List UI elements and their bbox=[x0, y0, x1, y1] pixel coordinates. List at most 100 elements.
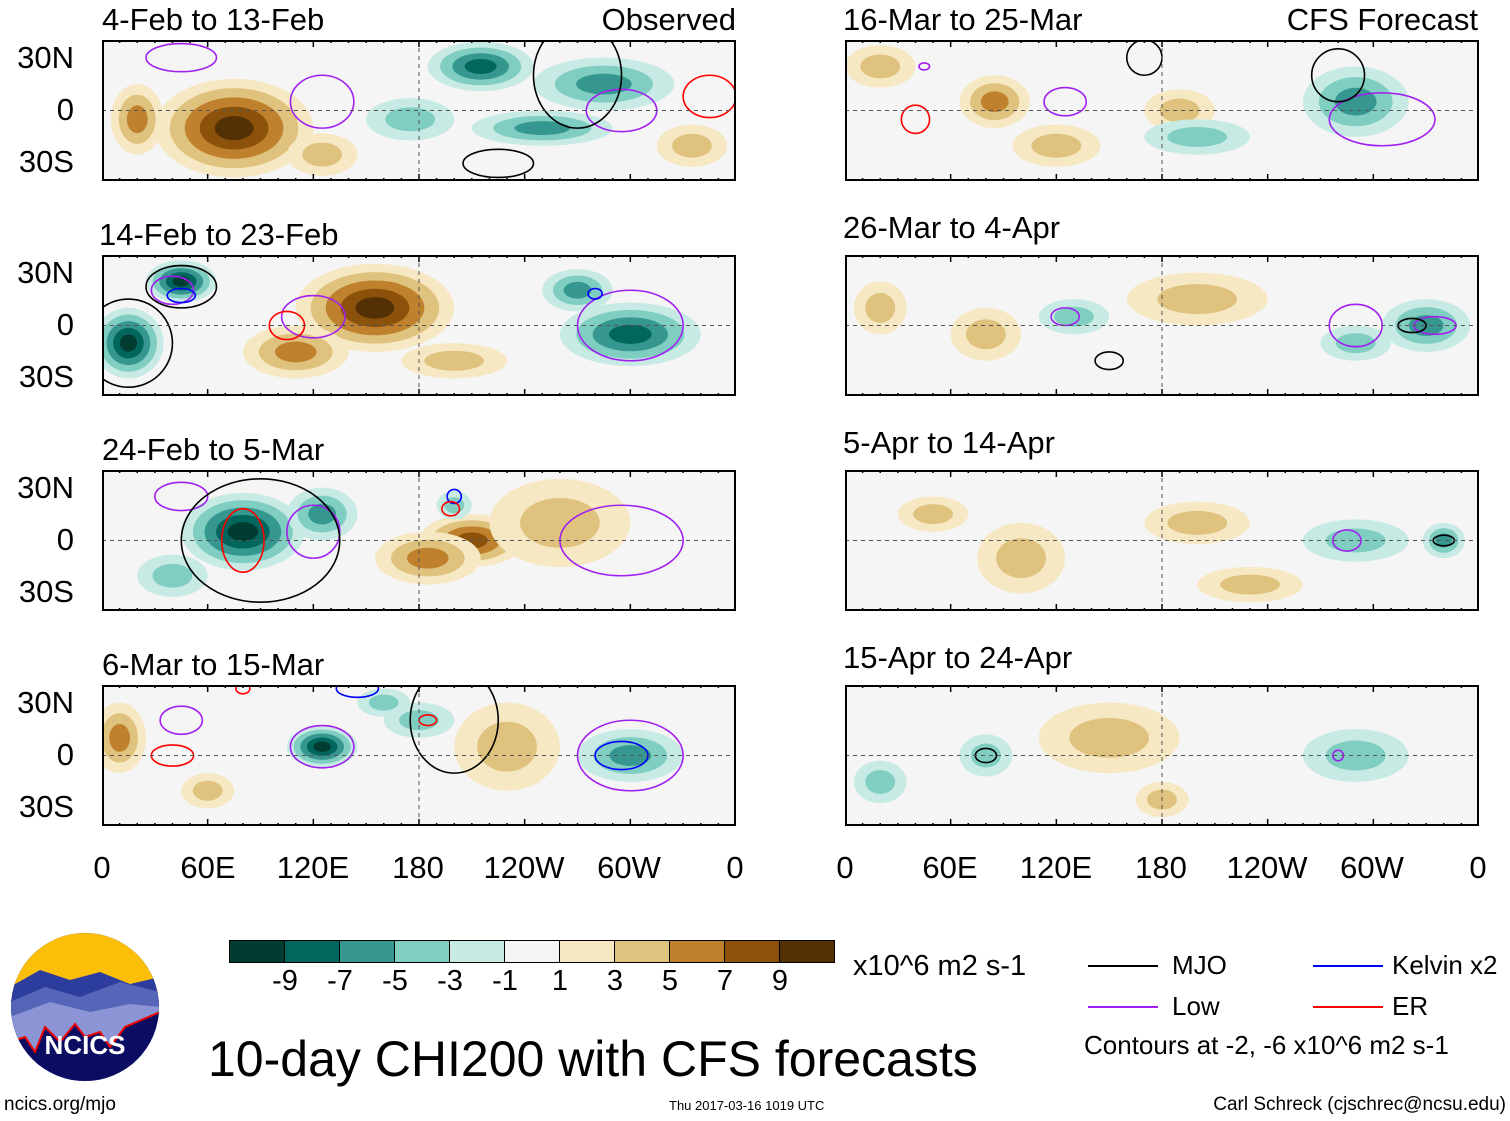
y-tick-label: 30S bbox=[18, 789, 74, 824]
colorbar-swatch bbox=[560, 941, 615, 962]
anomaly-contour-fill bbox=[152, 563, 193, 588]
legend-line-low bbox=[1088, 1006, 1158, 1008]
map-panel bbox=[845, 40, 1479, 181]
footer-url[interactable]: ncics.org/mjo bbox=[4, 1094, 116, 1115]
anomaly-contour-fill bbox=[1069, 717, 1149, 758]
contour-mjo bbox=[145, 264, 218, 309]
anomaly-contour-fill bbox=[1325, 740, 1386, 771]
anomaly-contour-fill bbox=[126, 105, 148, 134]
anomaly-contour-fill bbox=[672, 133, 712, 158]
anomaly-contour-fill bbox=[520, 497, 600, 548]
anomaly-contour-fill bbox=[477, 721, 537, 772]
anomaly-contour-fill bbox=[563, 281, 592, 299]
panel-frame bbox=[102, 685, 736, 826]
y-tick-label: 0 bbox=[56, 522, 74, 557]
x-tick-label: 60E bbox=[922, 850, 978, 885]
anomaly-contour-fill bbox=[355, 297, 395, 319]
anomaly-contour-fill bbox=[609, 324, 652, 344]
panel-title: 4-Feb to 13-Feb bbox=[102, 2, 325, 37]
contour-low bbox=[1050, 307, 1081, 327]
y-tick-label: 30S bbox=[18, 574, 74, 609]
y-tick-label: 30N bbox=[17, 470, 74, 505]
x-tick-label: 120W bbox=[1226, 850, 1308, 885]
anomaly-contour-fill bbox=[865, 769, 896, 794]
contour-mjo bbox=[1310, 48, 1366, 103]
anomaly-contour-fill bbox=[406, 547, 449, 569]
anomaly-contour-fill bbox=[1220, 574, 1280, 595]
footer-timestamp: Thu 2017-03-16 1019 UTC bbox=[669, 1098, 825, 1113]
contour-er bbox=[235, 685, 251, 695]
anomaly-contour-fill bbox=[865, 292, 896, 323]
legend-line-er bbox=[1313, 1006, 1383, 1008]
anomaly-contour-fill bbox=[302, 142, 343, 167]
anomaly-contour-fill bbox=[1325, 528, 1386, 553]
panel-title: 5-Apr to 14-Apr bbox=[843, 425, 1055, 460]
panel-frame bbox=[845, 40, 1479, 181]
x-tick-label: 0 bbox=[836, 850, 854, 885]
contour-low bbox=[145, 42, 218, 73]
anomaly-contour-fill bbox=[1167, 126, 1228, 147]
colorbar-tick: -1 bbox=[492, 965, 518, 997]
panel-title: 6-Mar to 15-Mar bbox=[102, 647, 325, 682]
colorbar bbox=[229, 940, 835, 963]
panel-frame bbox=[102, 470, 736, 611]
colorbar-tick: 1 bbox=[551, 965, 569, 997]
map-panel bbox=[845, 255, 1479, 396]
x-tick-label: 60W bbox=[597, 850, 661, 885]
panel-frame bbox=[102, 40, 736, 181]
colorbar-swatch bbox=[340, 941, 395, 962]
contour-low bbox=[1332, 529, 1362, 552]
panel-frame bbox=[845, 470, 1479, 611]
panel-title: 26-Mar to 4-Apr bbox=[843, 210, 1061, 245]
legend-label-kelvin: Kelvin x2 bbox=[1392, 950, 1498, 980]
colorbar-swatch bbox=[230, 941, 285, 962]
colorbar-swatch bbox=[395, 941, 450, 962]
contour-kelvin bbox=[587, 287, 603, 300]
panel-title: 24-Feb to 5-Mar bbox=[102, 432, 325, 467]
anomaly-contour-fill bbox=[424, 350, 485, 371]
panel-frame bbox=[845, 685, 1479, 826]
anomaly-contour-fill bbox=[464, 58, 497, 74]
anomaly-contour-fill bbox=[996, 538, 1046, 579]
x-tick-label: 0 bbox=[726, 850, 744, 885]
map-panel bbox=[102, 470, 736, 611]
anomaly-contour-fill bbox=[965, 319, 1006, 350]
colorbar-swatch bbox=[725, 941, 780, 962]
anomaly-contour-fill bbox=[970, 743, 1001, 768]
colorbar-swatch bbox=[780, 941, 834, 962]
y-tick-label: 0 bbox=[56, 307, 74, 342]
colorbar-swatch bbox=[505, 941, 560, 962]
panel-title: 16-Mar to 25-Mar bbox=[843, 2, 1083, 37]
legend-label-er: ER bbox=[1392, 991, 1429, 1021]
colorbar-swatch bbox=[615, 941, 670, 962]
panel-frame bbox=[845, 255, 1479, 396]
colorbar-tick: 9 bbox=[771, 965, 789, 997]
anomaly-contour-fill bbox=[1054, 306, 1094, 327]
contour-low bbox=[1328, 92, 1436, 147]
y-tick-label: 0 bbox=[56, 737, 74, 772]
colorbar-tick: -7 bbox=[327, 965, 353, 997]
anomaly-contour-fill bbox=[385, 107, 436, 132]
colorbar-swatch bbox=[450, 941, 505, 962]
anomaly-contour-fill bbox=[514, 121, 571, 136]
contour-er bbox=[441, 500, 461, 517]
x-tick-label: 60E bbox=[180, 850, 236, 885]
anomaly-contour-fill bbox=[214, 116, 254, 141]
contour-low bbox=[159, 705, 204, 736]
map-panel bbox=[102, 40, 736, 181]
x-tick-label: 120E bbox=[1019, 850, 1093, 885]
legend-label-mjo: MJO bbox=[1172, 950, 1227, 980]
anomaly-contour-fill bbox=[1335, 333, 1376, 354]
anomaly-contour-fill bbox=[1435, 533, 1453, 548]
x-tick-label: 180 bbox=[392, 850, 444, 885]
anomaly-contour-fill bbox=[192, 780, 223, 801]
colorbar-tick: -3 bbox=[437, 965, 463, 997]
y-tick-label: 30S bbox=[18, 359, 74, 394]
observed-label: Observed bbox=[601, 2, 736, 37]
colorbar-units: x10^6 m2 s-1 bbox=[853, 950, 1027, 982]
anomaly-contour-fill bbox=[1157, 284, 1238, 315]
anomaly-contour-fill bbox=[274, 341, 317, 363]
x-tick-label: 0 bbox=[93, 850, 111, 885]
x-tick-label: 60W bbox=[1340, 850, 1404, 885]
